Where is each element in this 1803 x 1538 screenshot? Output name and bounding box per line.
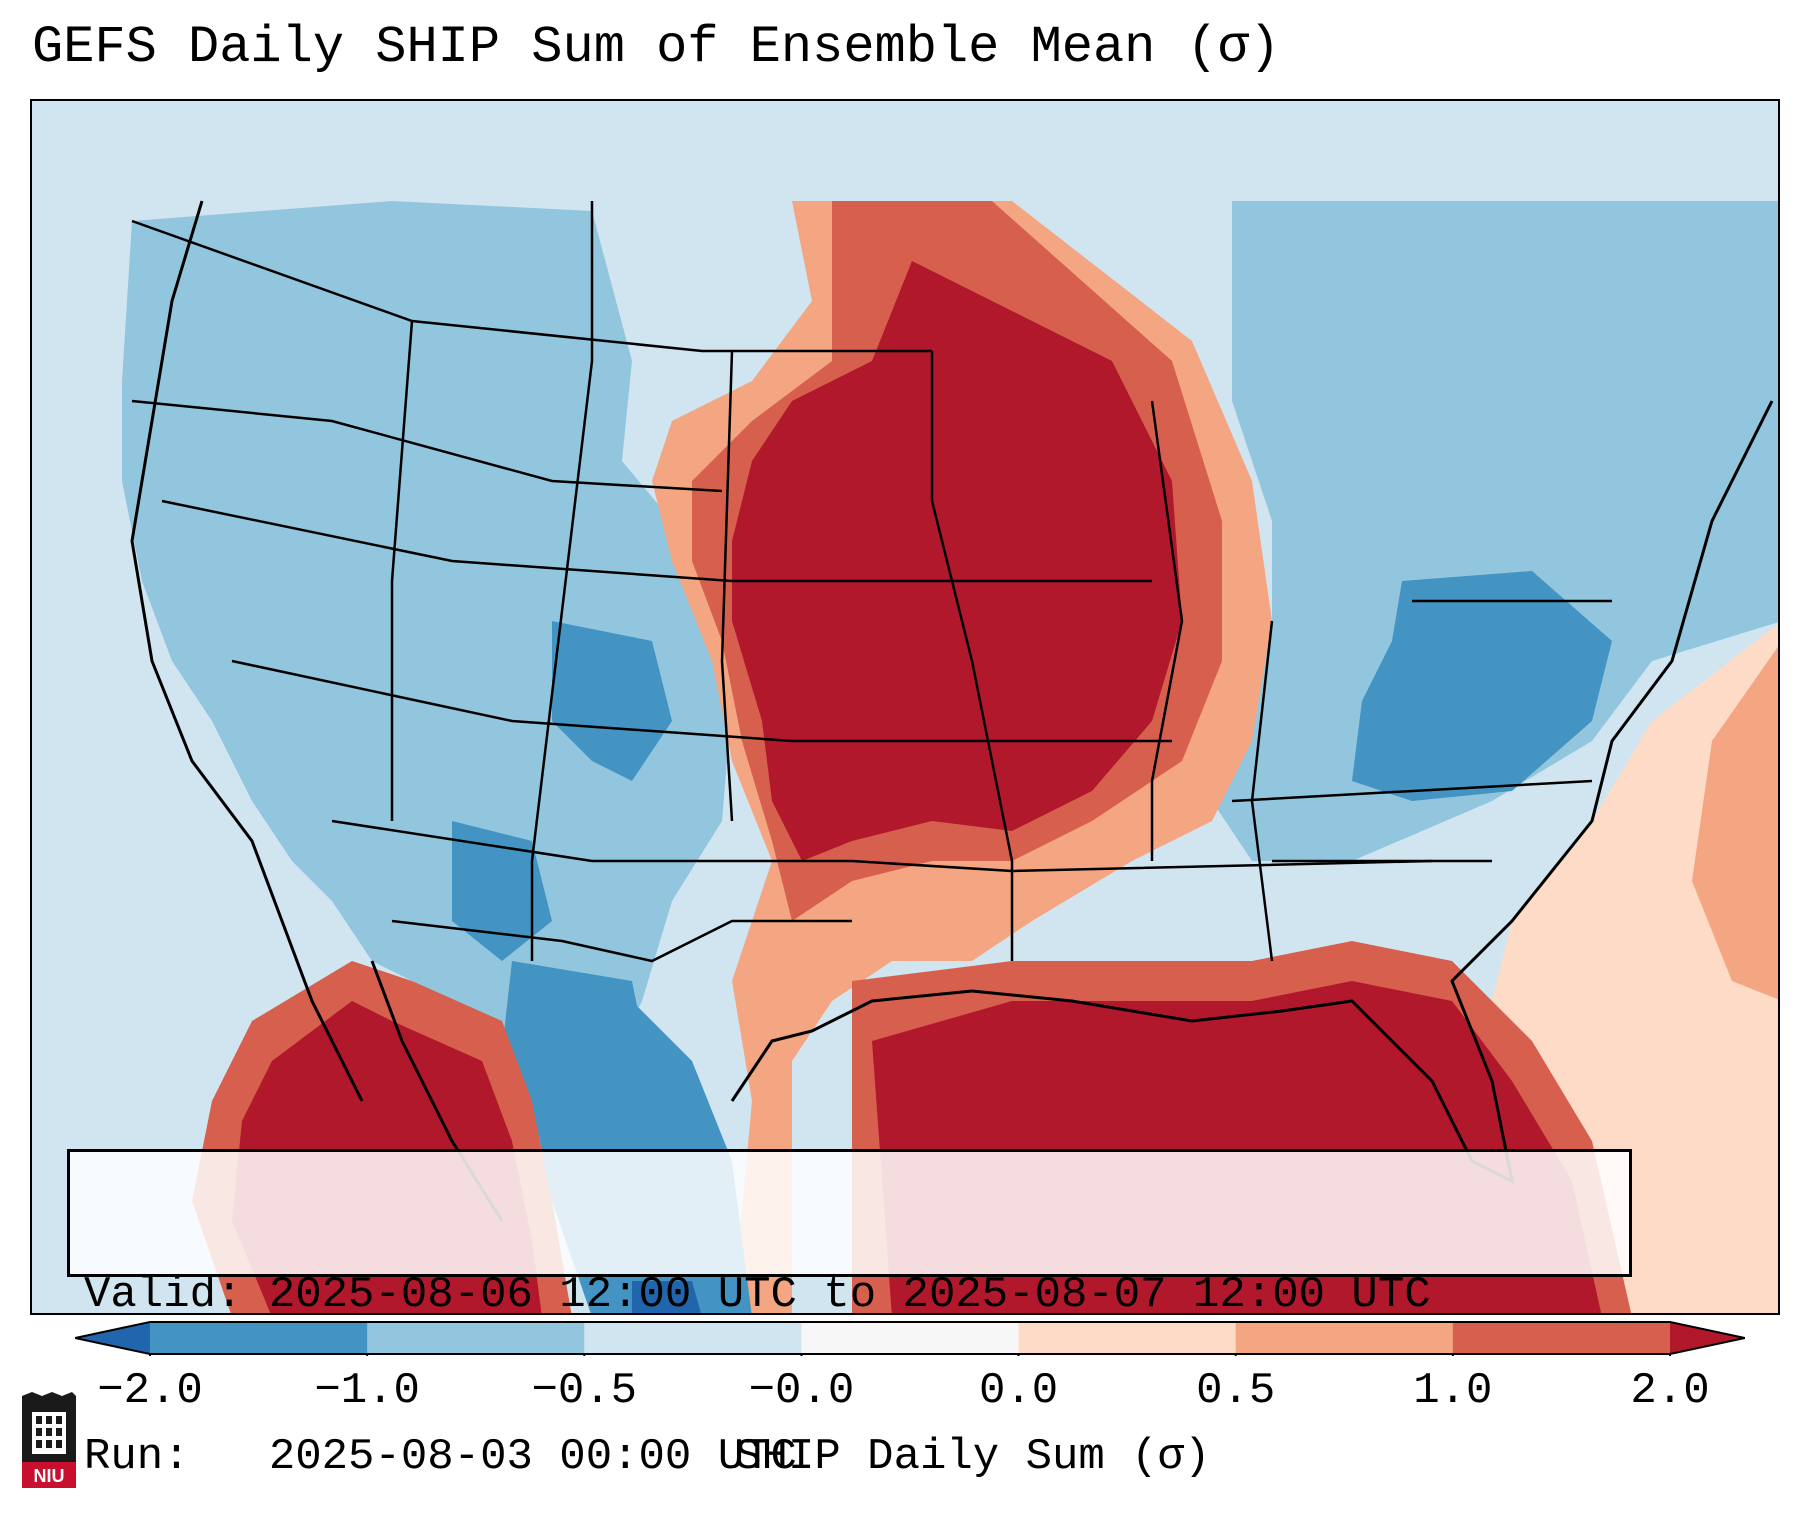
- colorbar-bin: [1670, 1322, 1745, 1354]
- state-boundaries: [131, 201, 1612, 963]
- valid-label: Valid:: [84, 1270, 243, 1320]
- colorbar-tick-label: 2.0: [1630, 1366, 1710, 1416]
- colorbar-bin: [584, 1322, 802, 1354]
- colorbar-tick-label: −1.0: [314, 1366, 420, 1416]
- map-title: GEFS Daily SHIP Sum of Ensemble Mean (σ): [32, 18, 1281, 77]
- colorbar-tick-label: −0.5: [531, 1366, 638, 1416]
- valid-value: 2025-08-06 12:00 UTC to 2025-08-07 12:00…: [268, 1270, 1431, 1320]
- colorbar-tick-label: −2.0: [97, 1366, 203, 1416]
- valid-run-info-box: Valid: 2025-08-06 12:00 UTC to 2025-08-0…: [67, 1149, 1632, 1482]
- colorbar: [75, 1321, 1745, 1356]
- colorbar-bin: [150, 1322, 368, 1354]
- colorbar-tick-label: 0.0: [978, 1366, 1059, 1416]
- colorbar-bin: [75, 1322, 150, 1354]
- field-atlantic-moderate: [1692, 646, 1778, 1000]
- colorbar-label: SHIP Daily Sum (σ): [735, 1432, 1211, 1482]
- colorbar-bin: [801, 1322, 1020, 1354]
- niu-logo-icon: NIU: [22, 1392, 76, 1488]
- colorbar-tick-label: 1.0: [1413, 1366, 1493, 1416]
- field-central-strong-positive: [732, 261, 1182, 861]
- colorbar-bin: [1235, 1322, 1454, 1354]
- logo-text: NIU: [34, 1466, 65, 1486]
- field-east-negative: [1352, 571, 1612, 801]
- field-texas-strong-negative: [632, 1281, 701, 1313]
- run-label: Run:: [84, 1432, 190, 1482]
- colorbar-bin: [367, 1322, 585, 1354]
- colorbar-tick-label: −0.0: [748, 1366, 855, 1416]
- map-panel: [30, 99, 1780, 1315]
- colorbar-bin: [1452, 1322, 1671, 1354]
- anomaly-map: [122, 200, 1778, 1313]
- field-northeast-weak-negative: [1212, 201, 1778, 861]
- colorbar-tick-label: 0.5: [1196, 1366, 1276, 1416]
- field-west-weak-negative: [122, 201, 732, 1101]
- valid-row: Valid: 2025-08-06 12:00 UTC to 2025-08-0…: [84, 1268, 1615, 1322]
- colorbar-bin: [1018, 1322, 1237, 1354]
- run-value: 2025-08-03 00:00 UTC: [268, 1432, 797, 1482]
- run-row: Run: 2025-08-03 00:00 UTC: [84, 1430, 1615, 1484]
